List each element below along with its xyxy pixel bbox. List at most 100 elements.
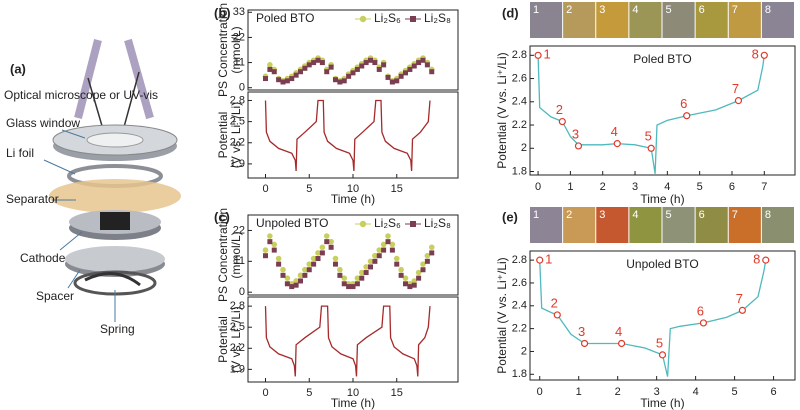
data-point: [302, 272, 308, 278]
photo-label: 4: [632, 4, 638, 16]
y-tick-label: 0: [239, 286, 245, 298]
y-tick-label: 2.6: [512, 72, 527, 84]
data-point: [734, 97, 743, 105]
data-point: [284, 275, 291, 281]
x-tick-label: 6: [729, 181, 735, 193]
data-point: [534, 51, 542, 59]
data-point: [398, 266, 404, 273]
x-tick-label: 5: [732, 386, 738, 398]
cell-schematic: [43, 38, 181, 322]
y-tick-label: 2.8: [512, 254, 527, 266]
data-point: [315, 256, 321, 262]
data-point: [376, 66, 382, 72]
y-tick-label: 11: [234, 56, 245, 68]
data-point: [381, 62, 387, 68]
data-point: [284, 78, 290, 84]
data-point: [385, 239, 391, 245]
diagram-label: Separator: [6, 192, 59, 206]
y-tick-label: 2.2: [230, 137, 245, 149]
data-point: [367, 258, 374, 265]
data-point: [398, 272, 404, 278]
photo: [695, 207, 728, 243]
x-axis-label: Time (h): [331, 396, 375, 410]
data-point: [346, 284, 352, 290]
chart-title: Unpoled BTO: [256, 216, 329, 230]
data-point: [306, 261, 313, 267]
photo-label: 7: [732, 209, 738, 221]
data-point: [647, 144, 655, 152]
data-point: [376, 253, 382, 259]
y-tick-label: 2.4: [512, 300, 527, 312]
y-tick-label: 2: [521, 345, 527, 357]
chart-title: Poled BTO: [633, 52, 691, 66]
data-point: [416, 60, 422, 66]
y-axis-label: (mmol/L): [229, 231, 243, 278]
y-tick-label: 2.8: [512, 49, 527, 61]
data-point: [385, 74, 391, 80]
y-tick-label: 1.9: [230, 363, 245, 375]
data-point: [315, 250, 321, 256]
photo: [530, 2, 563, 38]
photo: [662, 207, 695, 243]
data-point: [580, 339, 589, 348]
data-point: [372, 258, 378, 264]
photo: [761, 207, 794, 243]
point-label: 2: [556, 102, 563, 117]
data-point: [359, 63, 365, 69]
data-point: [341, 281, 347, 287]
photo: [629, 2, 662, 38]
data-point: [683, 112, 691, 120]
data-point: [306, 62, 312, 68]
data-point: [324, 239, 330, 245]
data-point: [424, 62, 430, 68]
diagram-label: Li foil: [6, 146, 34, 160]
plot-frame: [529, 250, 796, 381]
chart-title: Poled BTO: [256, 11, 314, 25]
data-point: [280, 266, 286, 273]
data-point: [407, 284, 413, 290]
y-axis-label: (V vs. Li⁺/Li): [229, 306, 243, 372]
y-tick-label: 2.8: [230, 300, 245, 312]
data-point: [350, 70, 356, 76]
y-tick-label: 0: [239, 82, 245, 94]
data-point: [271, 241, 278, 248]
point-label: 5: [656, 335, 663, 350]
x-axis-label: Time (h): [640, 396, 684, 410]
data-point: [372, 60, 378, 66]
data-point: [738, 306, 746, 314]
point-label: 2: [551, 295, 558, 310]
x-tick-label: 4: [693, 386, 699, 398]
point-label: 8: [752, 47, 759, 62]
y-axis-label: PS Concentration: [216, 3, 230, 97]
data-point: [393, 255, 400, 262]
data-point: [415, 269, 422, 276]
plot-frame: [247, 9, 459, 91]
data-point: [760, 51, 768, 59]
x-tick-label: 10: [347, 387, 359, 399]
plot-frame: [247, 296, 459, 383]
data-point: [298, 69, 303, 75]
x-tick-label: 5: [306, 387, 312, 399]
photo: [596, 2, 629, 38]
photo: [563, 2, 596, 38]
y-axis-label: PS Concentration: [216, 208, 230, 302]
x-axis-label: Time (h): [331, 192, 375, 206]
photo: [563, 207, 596, 243]
data-point: [262, 247, 269, 253]
data-point: [302, 65, 308, 71]
y-tick-label: 2.2: [230, 342, 245, 354]
data-point: [263, 253, 268, 259]
data-point: [574, 142, 583, 150]
y-tick-label: 2.5: [230, 321, 245, 333]
data-point: [536, 256, 544, 264]
data-point: [358, 269, 365, 276]
photo-label: 5: [666, 209, 672, 221]
data-point: [302, 266, 308, 273]
photo: [629, 207, 662, 243]
data-line: [264, 99, 431, 172]
point-label: 5: [645, 129, 652, 144]
x-tick-label: 5: [306, 183, 312, 195]
plot-frame: [529, 45, 796, 176]
data-point: [319, 60, 325, 66]
